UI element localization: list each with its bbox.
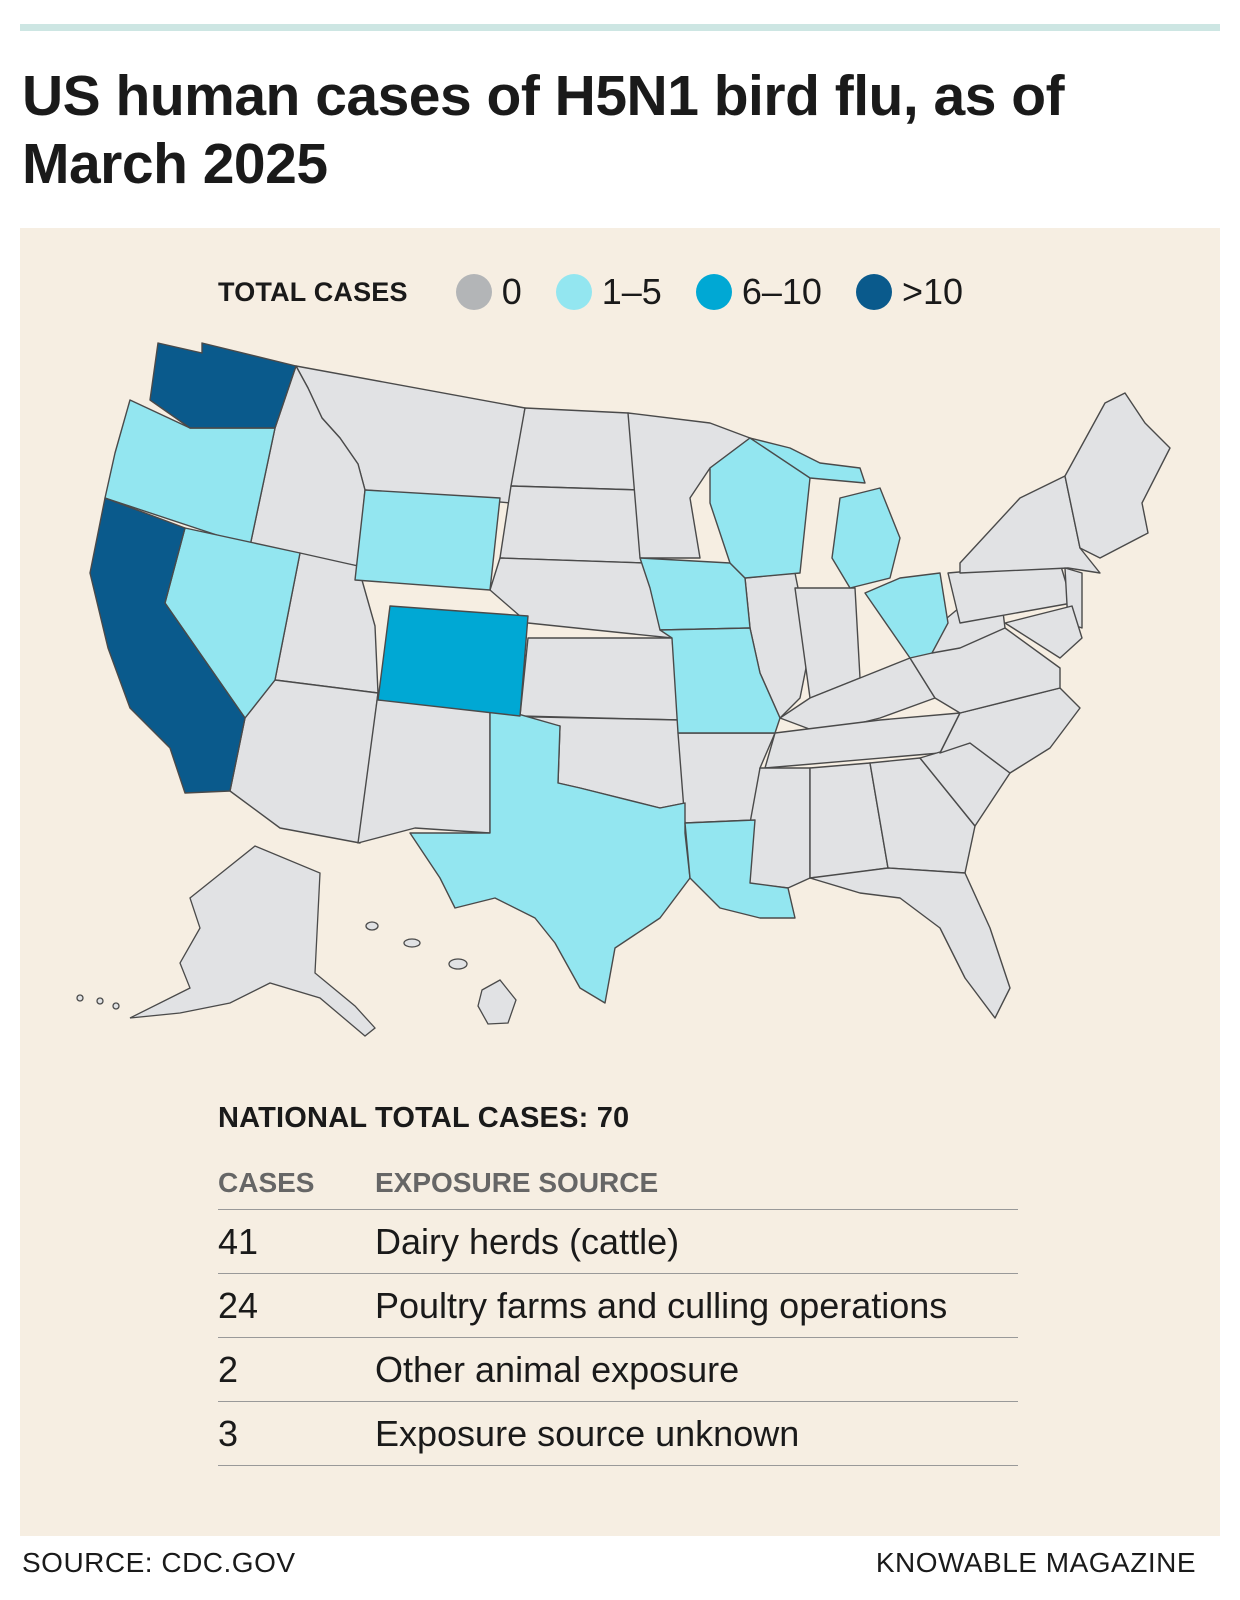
table-row: 3 Exposure source unknown xyxy=(218,1402,1018,1466)
header-exposure-source: EXPOSURE SOURCE xyxy=(375,1167,659,1198)
state-louisiana xyxy=(684,819,796,919)
us-map xyxy=(76,342,1171,1037)
hawaii-island-oahu xyxy=(403,938,421,948)
state-colorado xyxy=(377,605,529,717)
cell-cases: 2 xyxy=(218,1348,239,1390)
state-new-england xyxy=(1064,392,1171,559)
alaska-inset xyxy=(76,845,376,1037)
legend-item-over-10: >10 xyxy=(855,271,964,313)
cell-source: Other animal exposure xyxy=(375,1348,740,1390)
cell-cases: 24 xyxy=(218,1284,259,1326)
header-cases: CASES xyxy=(218,1167,315,1198)
cell-source: Exposure source unknown xyxy=(375,1412,800,1454)
table-row: 2 Other animal exposure xyxy=(218,1338,1018,1402)
legend-label: >10 xyxy=(901,271,964,312)
high-case-states xyxy=(89,342,297,794)
state-kansas xyxy=(519,637,681,721)
page-title: US human cases of H5N1 bird flu, as of M… xyxy=(22,64,1065,196)
alaska-island xyxy=(96,997,104,1005)
state-missouri xyxy=(659,627,781,734)
state-new-york xyxy=(959,475,1101,574)
publisher-credit: KNOWABLE MAGAZINE xyxy=(875,1547,1196,1578)
state-texas xyxy=(409,705,691,1004)
state-wyoming xyxy=(354,489,501,591)
state-north-dakota xyxy=(510,407,641,491)
hawaii-island-maui xyxy=(448,958,468,970)
cell-source: Dairy herds (cattle) xyxy=(375,1220,680,1262)
legend-swatch xyxy=(555,274,592,310)
source-credit: SOURCE: CDC.GOV xyxy=(22,1547,296,1578)
mid-case-states xyxy=(377,605,529,717)
low-case-states xyxy=(104,399,949,1004)
legend-swatch xyxy=(455,274,492,310)
state-michigan-up xyxy=(749,437,866,484)
table-header: CASES EXPOSURE SOURCE xyxy=(218,1167,1018,1210)
legend-swatch xyxy=(695,274,732,310)
legend-title: TOTAL CASES xyxy=(218,276,408,307)
state-nebraska xyxy=(489,557,673,639)
legend-swatch xyxy=(855,274,892,310)
exposure-table: NATIONAL TOTAL CASES: 70 CASES EXPOSURE … xyxy=(218,1102,1018,1466)
hawaii-island-kauai xyxy=(365,921,379,931)
hawaii-island-big xyxy=(477,979,517,1025)
legend-label: 0 xyxy=(501,271,522,312)
state-ohio xyxy=(864,572,949,659)
zero-case-states xyxy=(229,365,1171,1019)
legend: TOTAL CASES 0 1–5 6–10 >10 xyxy=(218,270,997,314)
legend-item-6-10: 6–10 xyxy=(695,271,822,313)
cell-cases: 41 xyxy=(218,1220,259,1262)
state-michigan xyxy=(831,487,901,589)
table-row: 24 Poultry farms and culling operations xyxy=(218,1274,1018,1338)
state-alaska xyxy=(129,845,376,1037)
top-rule xyxy=(20,24,1220,31)
state-new-mexico xyxy=(357,692,491,844)
state-georgia xyxy=(869,757,976,874)
legend-item-0: 0 xyxy=(455,271,522,313)
alaska-island xyxy=(112,1002,120,1010)
cell-cases: 3 xyxy=(218,1412,239,1454)
state-california xyxy=(89,497,246,794)
legend-label: 1–5 xyxy=(601,271,662,312)
state-washington xyxy=(149,342,297,429)
legend-label: 6–10 xyxy=(741,271,822,312)
state-south-dakota xyxy=(499,485,646,564)
hawaii-inset xyxy=(365,921,517,1025)
legend-item-1-5: 1–5 xyxy=(555,271,662,313)
table-row: 41 Dairy herds (cattle) xyxy=(218,1210,1018,1274)
state-maryland-delaware xyxy=(1004,605,1083,659)
state-florida xyxy=(809,867,1011,1019)
map-panel: TOTAL CASES 0 1–5 6–10 >10 NATIONAL TOTA… xyxy=(20,228,1220,1536)
cell-source: Poultry farms and culling operations xyxy=(375,1284,948,1326)
national-total: NATIONAL TOTAL CASES: 70 xyxy=(218,1102,630,1134)
alaska-island xyxy=(76,994,84,1002)
